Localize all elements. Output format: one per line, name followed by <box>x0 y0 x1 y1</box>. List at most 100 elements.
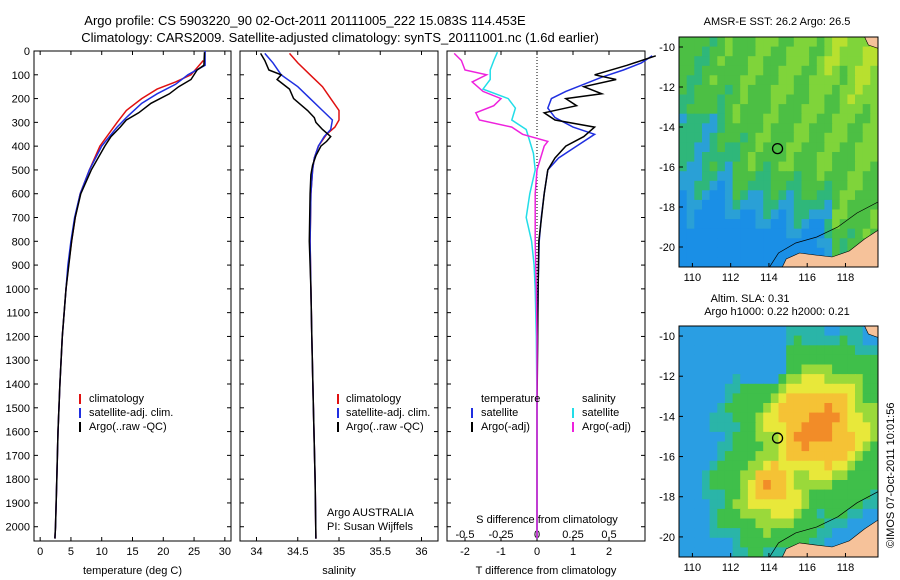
sst_map-cell <box>763 180 772 191</box>
sla_map-cell <box>694 508 703 520</box>
sst_map-cell <box>816 84 826 96</box>
sla_map-cell <box>679 537 688 548</box>
sla_map-cell <box>740 441 749 452</box>
sst_map-cell <box>686 199 695 211</box>
sla_map-cell <box>786 499 795 510</box>
profile-panel-1-frame <box>33 50 232 542</box>
sla_map-cell <box>809 412 818 423</box>
sla_map-cell <box>747 480 757 491</box>
sst_map-cell <box>770 75 780 86</box>
sla_map-cell <box>709 470 718 481</box>
sst_map-cell <box>755 65 764 76</box>
sst_map-cell <box>839 75 848 86</box>
sla_map-cell <box>694 547 703 557</box>
sla_map-cell <box>717 537 726 548</box>
sst_map-cell <box>686 180 695 191</box>
diff-legend-head-right: salinity <box>582 393 616 405</box>
sla_map-cell <box>694 403 703 414</box>
sla_map-cell <box>770 383 780 394</box>
sst_map-cell <box>809 75 818 86</box>
sst_map-cell <box>709 152 718 163</box>
sla_map-cell <box>702 460 711 471</box>
sst_map-cell <box>724 209 734 220</box>
sla_map-cell <box>870 422 878 433</box>
sst_map-cell <box>679 104 688 115</box>
sla_map-cell <box>770 480 780 491</box>
sst_map-cell <box>778 37 787 48</box>
sla_map-cell <box>732 518 741 529</box>
sst_map-cell <box>702 209 711 220</box>
diff-legend-head-left: temperature <box>481 393 540 405</box>
sla_map-cell <box>816 480 826 491</box>
sla_map-cell <box>778 528 787 539</box>
sla_map-cell <box>770 508 780 520</box>
sla_map-cell <box>709 383 718 394</box>
sst_map-cell <box>824 219 833 230</box>
sla_map-cell <box>686 335 695 346</box>
sst_map-cell <box>694 75 703 86</box>
sst_map-cell <box>763 132 772 143</box>
depth-tick-label: 2000 <box>6 522 30 534</box>
sst_map-cell <box>755 56 764 67</box>
sst_map-cell <box>809 152 818 163</box>
sst_map-cell <box>679 247 688 258</box>
sla_map-cell <box>717 326 726 337</box>
sst_map-cell <box>709 84 718 96</box>
sst_map-cell <box>816 37 826 48</box>
sst_map-cell <box>770 180 780 191</box>
sla_map-cell <box>793 412 803 423</box>
sla_map-cell <box>679 470 688 481</box>
sst_map-cell <box>747 219 757 230</box>
sla_map-cell <box>740 335 749 346</box>
temp-legend-label: climatology <box>89 393 145 405</box>
sla_map-cell <box>740 489 749 500</box>
sla_map-cell <box>709 326 718 337</box>
sla_map-cell <box>832 528 841 539</box>
sla_map-cell <box>847 518 856 529</box>
sla_map-cell <box>763 489 772 500</box>
sst_map-cell <box>847 123 856 134</box>
depth-tick-label: 1600 <box>6 427 30 439</box>
sla_map-cell <box>809 441 818 452</box>
diff-s-label: S difference from climatology <box>476 514 618 526</box>
sst_map-cell <box>702 46 711 57</box>
sla_map-island <box>864 326 878 338</box>
sla_map-cell <box>801 345 810 356</box>
sla_map-cell <box>679 489 688 500</box>
sla_map-cell <box>709 518 718 529</box>
sla_map-cell <box>855 431 864 443</box>
sla_map-cell <box>786 470 795 481</box>
sst_map-cell <box>824 171 833 182</box>
sst_map-cell <box>793 219 803 230</box>
sst_map-cell <box>809 247 818 258</box>
sla_map-cell <box>747 518 757 529</box>
sla_map-cell <box>755 489 764 500</box>
sst_map-cell <box>855 56 864 67</box>
sal-xtick-label: 36 <box>415 546 427 558</box>
sst_map-cell <box>809 113 818 124</box>
sst_map-cell <box>809 37 818 48</box>
sst_map-xtick-label: 118 <box>837 272 855 284</box>
sst_map-cell <box>755 190 764 201</box>
sst_map-cell <box>755 75 764 86</box>
sst_map-cell <box>870 46 878 57</box>
sst_map-cell <box>747 94 757 105</box>
sla_map-cell <box>778 547 787 557</box>
sla_map-cell <box>694 393 703 404</box>
sst_map-cell <box>855 228 864 239</box>
sla_map-cell <box>740 383 749 394</box>
sla_map-cell <box>847 335 856 346</box>
sst_map-cell <box>832 247 841 258</box>
sla_map-cell <box>686 528 695 539</box>
sst_map-cell <box>847 199 856 211</box>
sla_map-cell <box>763 441 772 452</box>
sla_map-cell <box>679 431 688 443</box>
sla_map-cell <box>732 403 741 414</box>
sla_map-cell <box>717 441 726 452</box>
sla_map-cell <box>832 537 841 548</box>
sla_map-cell <box>770 528 780 539</box>
sla_map-cell <box>786 326 795 337</box>
sla_map-cell <box>747 345 757 356</box>
sla_map-cell <box>679 499 688 510</box>
sla_map-cell <box>801 528 810 539</box>
